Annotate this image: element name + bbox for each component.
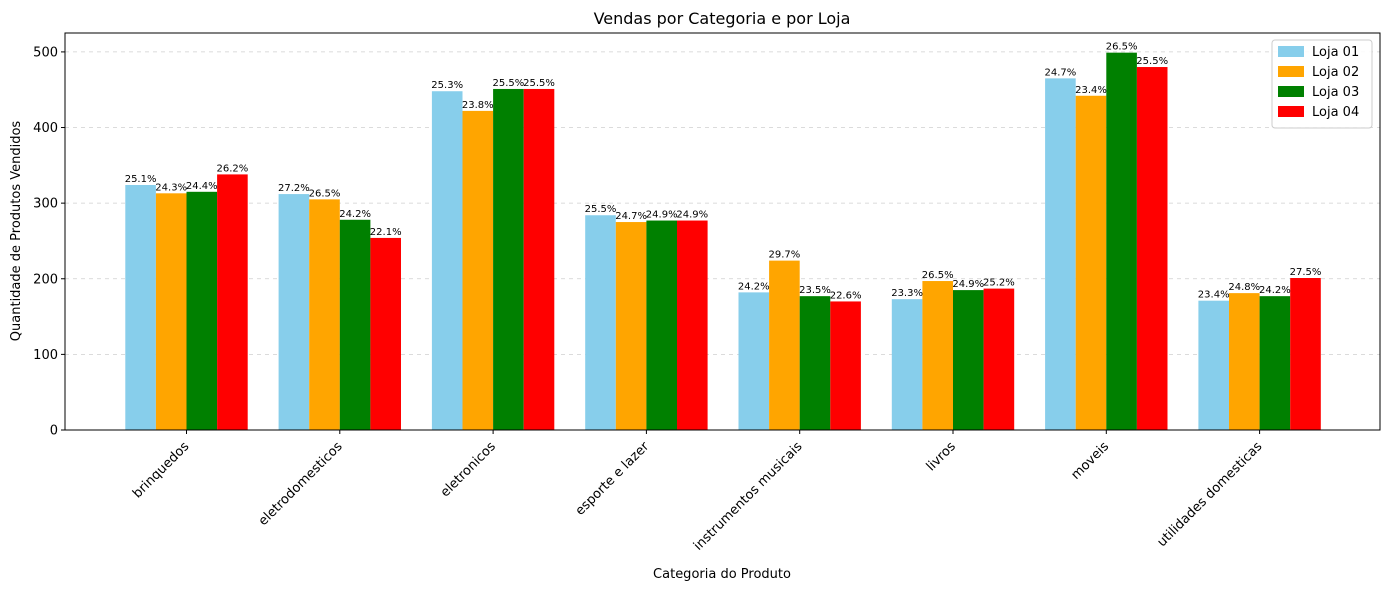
x-tick-label: utilidades domesticas xyxy=(1155,439,1266,550)
grid-lines xyxy=(65,51,1380,355)
bar xyxy=(953,290,984,430)
data-label: 23.8% xyxy=(462,100,494,111)
bar xyxy=(186,191,218,430)
legend-label[interactable]: Loja 03 xyxy=(1312,85,1359,100)
y-tick-label: 500 xyxy=(33,45,58,60)
x-axis-label: Categoria do Produto xyxy=(653,567,791,582)
data-label: 25.5% xyxy=(523,78,555,89)
data-label: 24.9% xyxy=(952,279,984,290)
y-tick-label: 200 xyxy=(33,272,58,287)
bar xyxy=(523,88,555,430)
data-label: 26.5% xyxy=(922,270,954,281)
y-axis: 0 100 200 300 400 500 xyxy=(33,45,65,439)
x-tick-label: brinquedos xyxy=(130,439,192,501)
bar xyxy=(615,222,647,430)
legend-swatch[interactable] xyxy=(1278,46,1304,57)
bar xyxy=(1290,278,1321,430)
data-label: 25.2% xyxy=(983,278,1015,289)
bar xyxy=(799,296,831,430)
legend-label[interactable]: Loja 01 xyxy=(1312,45,1359,60)
data-label: 25.5% xyxy=(1136,56,1168,67)
bar xyxy=(1198,300,1229,430)
legend-swatch[interactable] xyxy=(1278,106,1304,117)
data-label: 22.1% xyxy=(370,227,402,238)
bar xyxy=(1045,78,1076,430)
data-label: 25.3% xyxy=(431,80,463,91)
bar xyxy=(830,301,861,430)
data-label: 23.5% xyxy=(799,285,831,296)
legend-swatch[interactable] xyxy=(1278,66,1304,77)
bar xyxy=(1075,95,1107,431)
x-tick-label: eletrodomesticos xyxy=(256,439,346,529)
legend[interactable]: Loja 01 Loja 02 Loja 03 Loja 04 xyxy=(1271,39,1373,129)
data-label: 23.4% xyxy=(1075,85,1107,96)
bar xyxy=(677,220,708,430)
data-label: 23.3% xyxy=(891,288,923,299)
data-label: 24.2% xyxy=(738,281,770,292)
data-label: 26.5% xyxy=(1106,42,1138,53)
data-label: 24.7% xyxy=(1045,67,1077,78)
bar xyxy=(646,220,677,430)
legend-label[interactable]: Loja 02 xyxy=(1312,65,1359,80)
y-tick-label: 400 xyxy=(33,121,58,136)
data-label: 26.2% xyxy=(217,163,249,174)
data-label: 27.5% xyxy=(1290,267,1322,278)
x-tick-label: eletronicos xyxy=(438,439,499,500)
data-labels: 25.1%24.3%24.4%26.2%27.2%26.5%24.2%22.1%… xyxy=(125,42,1322,302)
bar xyxy=(1106,52,1137,431)
x-axis: brinquedos eletrodomesticos eletronicos esp… xyxy=(130,430,1266,554)
bar xyxy=(1136,67,1168,431)
bar xyxy=(370,237,401,430)
bar xyxy=(1259,296,1291,430)
data-label: 24.2% xyxy=(339,209,371,220)
bar xyxy=(125,184,156,430)
bar xyxy=(339,219,371,430)
data-label: 24.7% xyxy=(615,211,647,222)
bars xyxy=(125,52,1321,431)
data-label: 26.5% xyxy=(309,188,341,199)
data-label: 29.7% xyxy=(769,250,801,261)
x-tick-label: moveis xyxy=(1068,439,1112,483)
data-label: 23.4% xyxy=(1198,290,1230,301)
bar xyxy=(217,174,248,430)
data-label: 27.2% xyxy=(278,183,310,194)
data-label: 24.8% xyxy=(1228,282,1260,293)
bar xyxy=(983,288,1015,430)
y-tick-label: 100 xyxy=(33,348,58,363)
data-label: 24.3% xyxy=(155,182,187,193)
bar xyxy=(462,110,494,430)
data-label: 25.5% xyxy=(493,78,525,89)
data-label: 24.9% xyxy=(676,210,708,221)
data-label: 24.2% xyxy=(1259,285,1291,296)
bar xyxy=(738,292,770,430)
data-label: 24.9% xyxy=(646,210,678,221)
plot-frame xyxy=(64,32,1381,431)
bar xyxy=(769,260,800,430)
bar xyxy=(155,193,187,430)
bar xyxy=(431,91,463,430)
data-label: 22.6% xyxy=(830,290,862,301)
bar xyxy=(1229,293,1260,430)
bar xyxy=(922,281,953,430)
legend-swatch[interactable] xyxy=(1278,86,1304,97)
x-tick-label: livros xyxy=(924,439,959,474)
x-tick-label: instrumentos musicais xyxy=(691,439,806,554)
bar xyxy=(891,299,923,430)
legend-label[interactable]: Loja 04 xyxy=(1312,105,1359,120)
y-tick-label: 0 xyxy=(50,424,58,439)
chart-title: Vendas por Categoria e por Loja xyxy=(594,9,851,28)
bar xyxy=(309,199,340,430)
y-axis-label: Quantidade de Produtos Vendidos xyxy=(9,121,24,342)
data-label: 25.5% xyxy=(585,204,617,215)
bar xyxy=(278,194,310,430)
y-tick-label: 300 xyxy=(33,197,58,212)
data-label: 24.4% xyxy=(186,181,218,192)
x-tick-label: esporte e lazer xyxy=(573,439,653,519)
bar xyxy=(585,215,616,430)
data-label: 25.1% xyxy=(125,174,157,185)
bar xyxy=(493,88,524,430)
